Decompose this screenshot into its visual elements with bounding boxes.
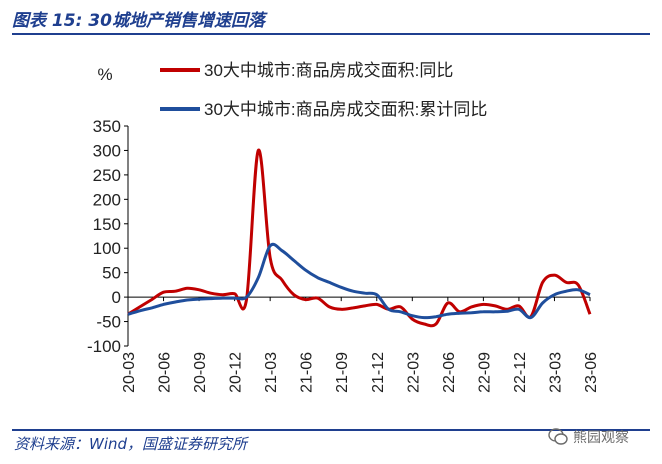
y-tick-label: 350 (93, 117, 121, 136)
source-rule (12, 429, 650, 431)
y-tick-label: 50 (102, 264, 121, 283)
x-tick-label: 23-06 (583, 352, 600, 393)
x-tick-label: 21-06 (299, 352, 316, 393)
x-tick-labels: 20-03 20-06 20-09 20-12 21-03 21-06 21-09 21-12… (121, 352, 600, 393)
x-tick-label: 22-09 (476, 352, 493, 393)
legend: 30大中城市:商品房成交面积:同比 30大中城市:商品房成交面积:累计同比 (160, 61, 487, 119)
x-tick-label: 21-09 (334, 352, 351, 393)
wechat-icon (548, 428, 568, 445)
x-tick-label: 23-03 (547, 352, 564, 393)
x-tick-label: 22-06 (441, 352, 458, 393)
series-line (127, 148, 592, 328)
y-tick-label: 150 (93, 215, 121, 234)
x-tick-label: 20-12 (228, 352, 245, 393)
legend-label: 30大中城市:商品房成交面积:累计同比 (204, 100, 487, 119)
y-tick-label: 250 (93, 166, 121, 185)
x-tick-label: 20-09 (192, 352, 209, 393)
series-lines (127, 148, 592, 328)
y-tick-label: 100 (93, 239, 121, 258)
x-tick-label: 20-06 (157, 352, 174, 393)
y-tick-label: -50 (96, 313, 121, 332)
y-tick-labels: 350 300 250 200 150 100 50 0 -50 -100 (87, 117, 121, 356)
title-rule (12, 33, 650, 35)
axes (124, 125, 591, 347)
legend-label: 30大中城市:商品房成交面积:同比 (204, 61, 453, 80)
x-tick-label: 21-12 (370, 352, 387, 393)
y-tick-label: 300 (93, 141, 121, 160)
y-tick-label: -100 (87, 337, 121, 356)
y-tick-label: 200 (93, 190, 121, 209)
x-tick-label: 22-03 (405, 352, 422, 393)
figure-title: 图表 15: 30城地产销售增速回落 (12, 11, 265, 31)
x-tick-label: 21-03 (263, 352, 280, 393)
x-tick-label: 20-03 (121, 352, 138, 393)
x-tick-label: 22-12 (512, 352, 529, 393)
y-tick-label: 0 (112, 288, 121, 307)
source-note: 资料来源：Wind，国盛证券研究所 (14, 435, 248, 453)
y-axis-label: % (97, 65, 112, 84)
line-chart: % 30大中城市:商品房成交面积:同比 30大中城市:商品房成交面积:累计同比 3… (87, 61, 600, 393)
watermark: 熊园观察 (548, 427, 629, 447)
series-line (127, 242, 591, 320)
watermark-text: 熊园观察 (573, 430, 629, 446)
